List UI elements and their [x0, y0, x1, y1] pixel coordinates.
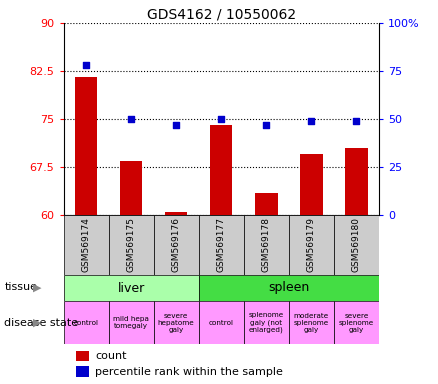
Text: percentile rank within the sample: percentile rank within the sample — [95, 366, 283, 377]
Bar — [199, 275, 379, 301]
Bar — [334, 301, 379, 344]
Bar — [154, 301, 199, 344]
Bar — [244, 215, 289, 275]
Text: count: count — [95, 351, 127, 361]
Bar — [75, 78, 97, 215]
Bar — [76, 366, 89, 377]
Bar — [64, 275, 199, 301]
Text: GSM569178: GSM569178 — [262, 217, 271, 272]
Bar — [199, 301, 244, 344]
Bar — [165, 212, 187, 215]
Bar — [345, 148, 367, 215]
Text: control: control — [74, 319, 99, 326]
Point — [353, 118, 360, 124]
Text: severe
splenome
galy: severe splenome galy — [339, 313, 374, 333]
Text: ▶: ▶ — [33, 318, 42, 328]
Text: ▶: ▶ — [33, 282, 42, 292]
Text: moderate
splenome
galy: moderate splenome galy — [293, 313, 329, 333]
Text: severe
hepatome
galy: severe hepatome galy — [158, 313, 194, 333]
Bar — [120, 161, 142, 215]
Bar — [334, 215, 379, 275]
Bar — [109, 301, 154, 344]
Bar — [76, 351, 89, 361]
Point — [173, 122, 180, 128]
Point — [263, 122, 270, 128]
Text: GSM569174: GSM569174 — [81, 217, 91, 272]
Bar — [300, 154, 322, 215]
Point — [127, 116, 134, 122]
Bar — [199, 215, 244, 275]
Bar — [109, 215, 154, 275]
Text: GSM569180: GSM569180 — [352, 217, 361, 272]
Bar — [255, 193, 278, 215]
Text: GSM569177: GSM569177 — [217, 217, 226, 272]
Point — [308, 118, 315, 124]
Text: control: control — [208, 319, 234, 326]
Text: disease state: disease state — [4, 318, 78, 328]
Text: spleen: spleen — [268, 281, 309, 295]
Bar — [289, 215, 334, 275]
Text: liver: liver — [117, 281, 145, 295]
Text: GSM569175: GSM569175 — [127, 217, 136, 272]
Point — [218, 116, 225, 122]
Text: tissue: tissue — [4, 282, 37, 292]
Text: GSM569179: GSM569179 — [307, 217, 316, 272]
Bar — [64, 301, 109, 344]
Bar — [64, 215, 109, 275]
Text: GSM569176: GSM569176 — [172, 217, 180, 272]
Text: splenome
galy (not
enlarged): splenome galy (not enlarged) — [249, 312, 284, 333]
Title: GDS4162 / 10550062: GDS4162 / 10550062 — [147, 8, 296, 22]
Bar — [210, 126, 233, 215]
Bar — [244, 301, 289, 344]
Bar — [289, 301, 334, 344]
Text: mild hepa
tomegaly: mild hepa tomegaly — [113, 316, 149, 329]
Point — [82, 62, 89, 68]
Bar — [154, 215, 199, 275]
